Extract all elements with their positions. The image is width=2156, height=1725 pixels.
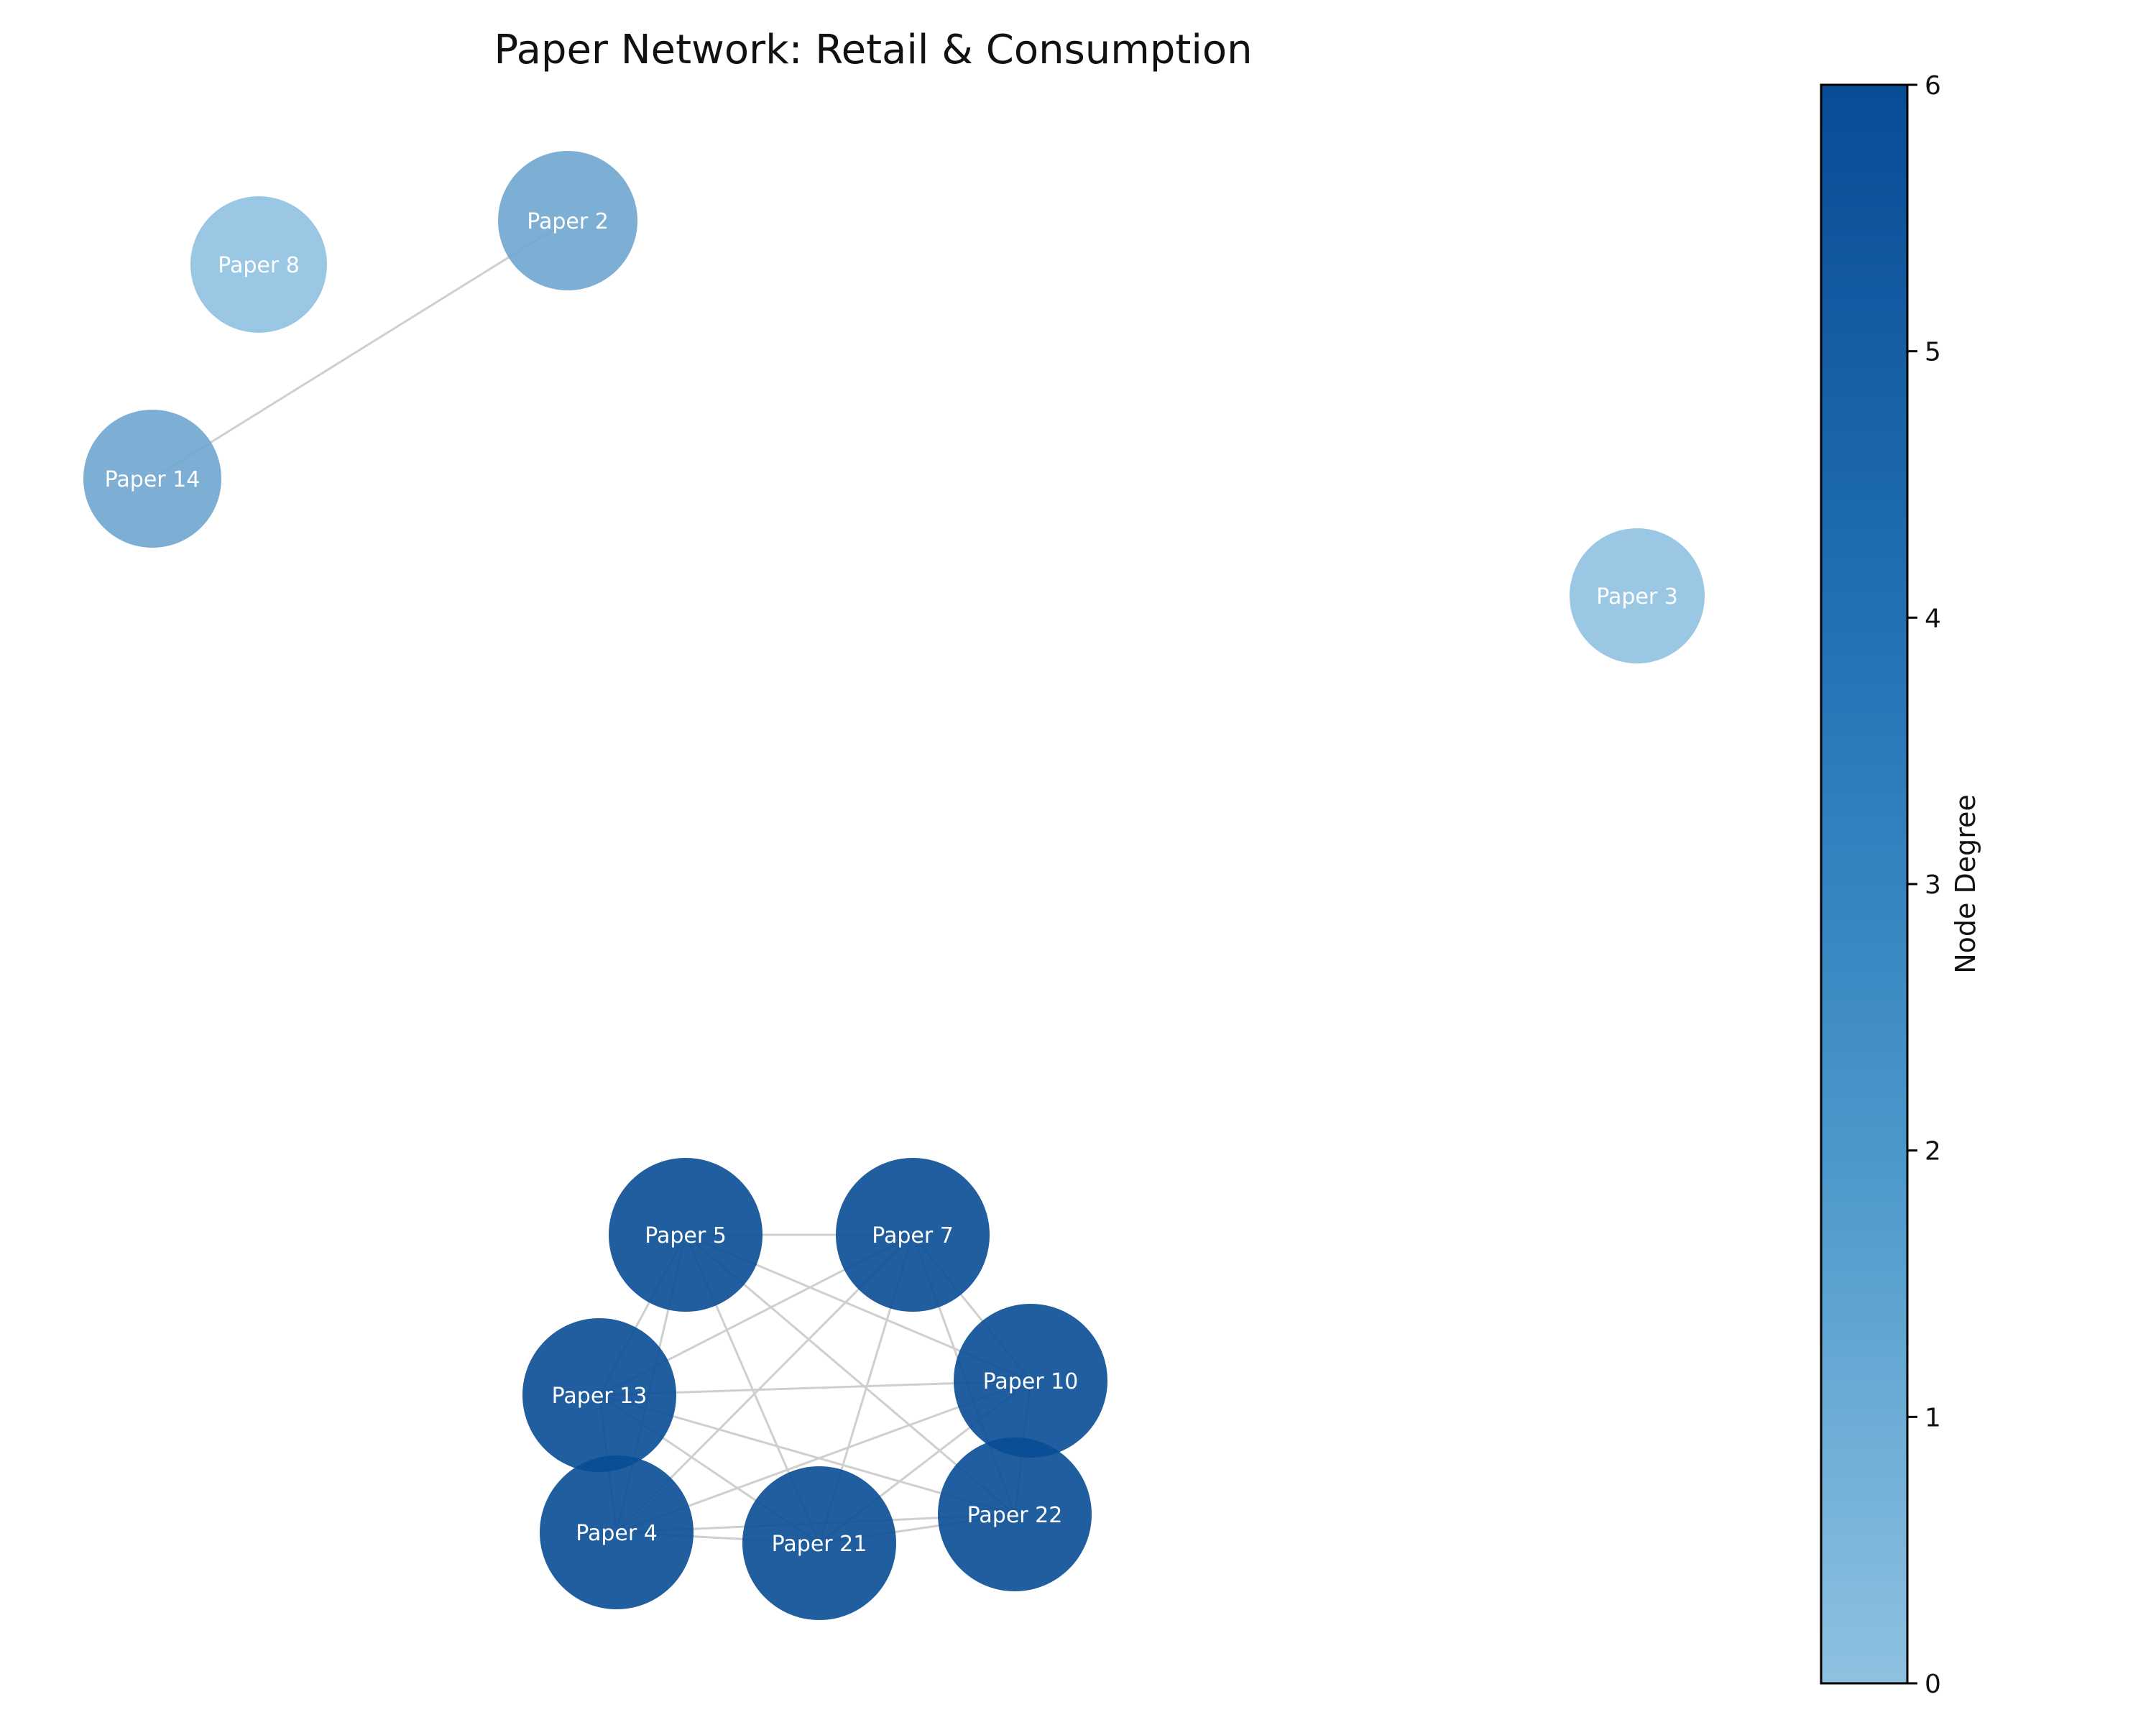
node-label: Paper 3 (1596, 584, 1678, 610)
node-label: Paper 10 (983, 1369, 1079, 1394)
node-circle[interactable] (609, 1158, 763, 1312)
node-p10[interactable]: Paper 10 (954, 1304, 1107, 1458)
node-label: Paper 2 (527, 209, 609, 234)
node-p21[interactable]: Paper 21 (742, 1466, 896, 1620)
node-circle[interactable] (836, 1158, 990, 1312)
node-circle[interactable] (190, 196, 327, 333)
node-p22[interactable]: Paper 22 (938, 1438, 1092, 1591)
colorbar-tick-label: 4 (1925, 604, 1941, 633)
node-label: Paper 22 (967, 1503, 1063, 1528)
colorbar: 0 1 2 3 4 5 6 Node Degree (1820, 71, 1981, 1699)
node-label: Paper 4 (576, 1521, 658, 1546)
node-layer: Paper 8 Paper 2 Paper 14 Paper 3 Paper 5 Pape… (83, 151, 1705, 1620)
colorbar-tick-label: 5 (1925, 338, 1941, 367)
node-p14[interactable]: Paper 14 (83, 410, 221, 548)
node-p3[interactable]: Paper 3 (1570, 528, 1705, 663)
colorbar-tick-label: 6 (1925, 71, 1941, 101)
colorbar-label: Node Degree (1950, 794, 1981, 974)
colorbar-tick-label: 2 (1925, 1137, 1941, 1167)
colorbar-ticks: 0 1 2 3 4 5 6 (1907, 71, 1941, 1699)
colorbar-tick-label: 1 (1925, 1403, 1941, 1432)
node-circle[interactable] (742, 1466, 896, 1620)
node-circle[interactable] (954, 1304, 1107, 1458)
node-circle[interactable] (938, 1438, 1092, 1591)
colorbar-tick-label: 3 (1925, 870, 1941, 900)
node-label: Paper 13 (552, 1384, 648, 1409)
node-circle[interactable] (498, 151, 637, 290)
node-circle[interactable] (83, 410, 221, 548)
node-p7[interactable]: Paper 7 (836, 1158, 990, 1312)
node-p13[interactable]: Paper 13 (522, 1318, 676, 1472)
node-circle[interactable] (1570, 528, 1705, 663)
node-label: Paper 8 (218, 253, 300, 278)
colorbar-tick-label: 0 (1925, 1670, 1941, 1699)
node-circle[interactable] (540, 1455, 694, 1609)
colorbar-gradient (1820, 83, 1909, 1685)
edge-p2-p14 (152, 219, 568, 480)
node-circle[interactable] (522, 1318, 676, 1472)
node-p2[interactable]: Paper 2 (498, 151, 637, 290)
node-p4[interactable]: Paper 4 (540, 1455, 694, 1609)
node-label: Paper 7 (872, 1223, 954, 1248)
chart-title: Paper Network: Retail & Consumption (494, 27, 1252, 73)
node-label: Paper 14 (105, 467, 201, 492)
node-p8[interactable]: Paper 8 (190, 196, 327, 333)
node-p5[interactable]: Paper 5 (609, 1158, 763, 1312)
node-label: Paper 5 (645, 1223, 727, 1248)
node-label: Paper 21 (772, 1532, 867, 1557)
